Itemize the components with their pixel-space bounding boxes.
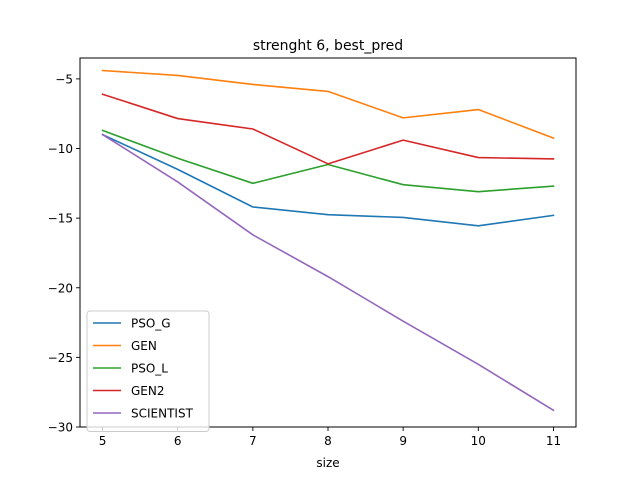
y-tick-label: −5	[55, 72, 73, 86]
plot-frame	[79, 57, 577, 428]
x-tick-label: 8	[324, 434, 332, 448]
y-axis-ticks: −30 −25 −20 −15 −10 −5	[48, 72, 80, 435]
series-layer	[101, 69, 555, 412]
legend-label-gen2: GEN2	[131, 384, 165, 398]
legend-box	[86, 310, 210, 432]
legend-label-pso_g: PSO_G	[131, 317, 171, 331]
legend: PSO_G GEN PSO_L GEN2 SCIENTIST	[86, 310, 210, 432]
x-tick-label: 9	[399, 434, 407, 448]
y-tick-label: −15	[48, 212, 73, 226]
x-tick-label: 5	[99, 434, 107, 448]
legend-label-pso_l: PSO_L	[131, 362, 168, 376]
series-line-gen2	[101, 93, 555, 165]
x-tick-label: 6	[174, 434, 182, 448]
x-tick-label: 10	[471, 434, 486, 448]
series-line-scientist	[101, 133, 555, 412]
series-line-gen	[101, 69, 555, 140]
x-tick-label: 7	[249, 434, 257, 448]
x-axis-label: size	[316, 456, 339, 470]
y-tick-label: −30	[48, 421, 73, 435]
x-axis-ticks: 5 6 7 8 9 10 11	[99, 427, 561, 448]
chart-title: strenght 6, best_pred	[253, 38, 403, 54]
x-tick-label: 11	[546, 434, 561, 448]
legend-label-gen: GEN	[131, 339, 157, 353]
y-tick-label: −20	[48, 281, 73, 295]
series-line-pso_g	[101, 133, 555, 227]
y-tick-label: −25	[48, 351, 73, 365]
legend-label-scientist: SCIENTIST	[131, 407, 194, 421]
y-tick-label: −10	[48, 142, 73, 156]
